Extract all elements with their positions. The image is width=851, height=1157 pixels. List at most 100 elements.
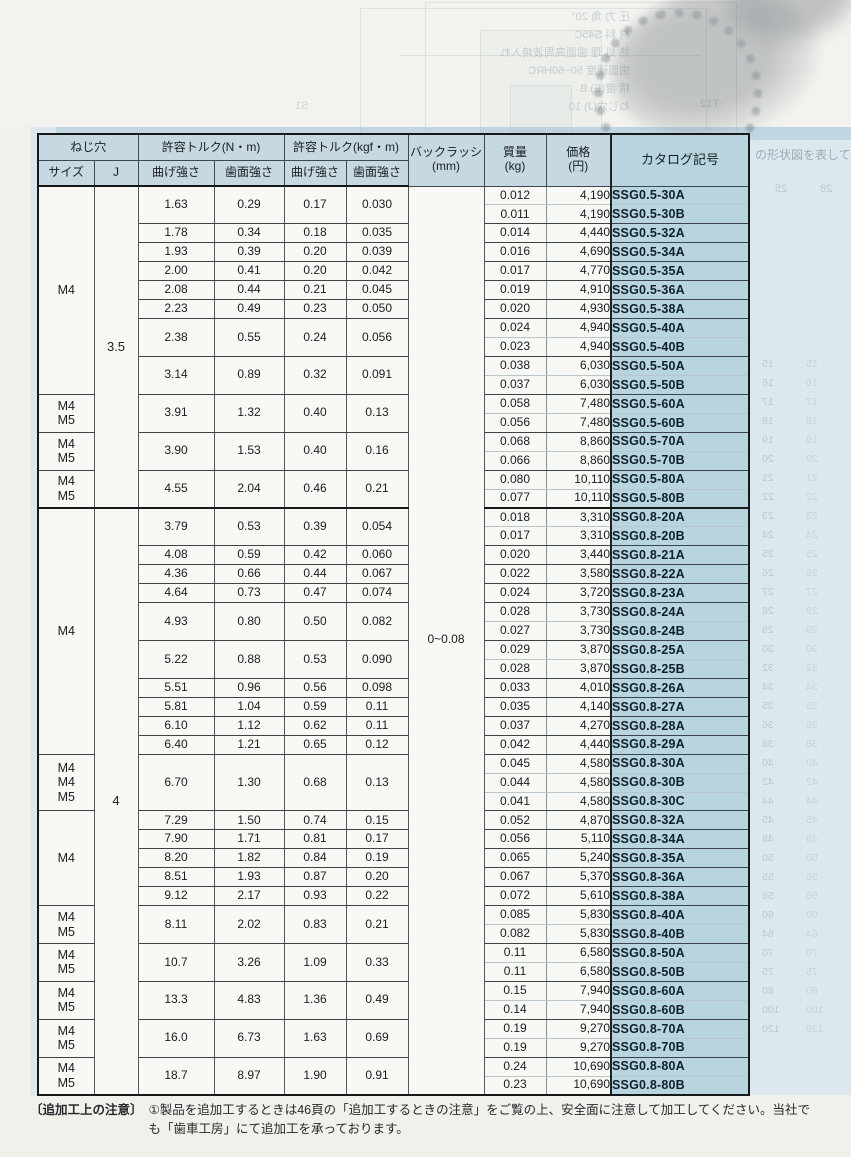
mass-cell: 0.067 [484, 867, 547, 888]
mass-cell: 0.024 [484, 583, 547, 604]
bending-nm-cell: 1.63 [138, 186, 215, 225]
bending-nm-cell: 4.55 [138, 470, 215, 509]
j-cell: 3.5 [94, 186, 139, 509]
mass-cell: 0.072 [484, 886, 547, 907]
price-cell: 4,770 [546, 261, 613, 282]
surface-kgf-cell: 0.33 [346, 943, 409, 982]
header-catalog-code: カタログ記号 [610, 133, 750, 187]
catalog-code-cell: SSG0.8-40B [611, 924, 750, 944]
mass-cell: 0.058 [484, 394, 547, 414]
price-cell: 7,940 [546, 981, 613, 1001]
j-cell: 4 [94, 507, 139, 1097]
price-cell: 4,190 [546, 186, 613, 206]
catalog-code-cell: SSG0.5-50A [611, 356, 750, 376]
size-cell: M4 M5 [38, 905, 95, 944]
bending-nm-cell: 2.00 [138, 261, 215, 282]
bending-nm-cell: 6.40 [138, 735, 215, 755]
bending-kgf-cell: 0.87 [284, 867, 347, 888]
table-row: 4.08 0.59 0.42 0.060 0.020 3,440 SSG0.8-21A [38, 545, 750, 566]
bending-kgf-cell: 0.46 [284, 470, 347, 509]
catalog-code-cell: SSG0.5-40A [611, 318, 750, 338]
header-price-line1: 価格 [566, 145, 591, 160]
surface-kgf-cell: 0.17 [346, 829, 409, 850]
bending-nm-cell: 5.81 [138, 697, 215, 717]
catalog-code-cell: SSG0.8-24B [611, 621, 750, 641]
mass-cell: 0.022 [484, 564, 547, 585]
catalog-code-cell: SSG0.5-40B [611, 337, 750, 357]
surface-kgf-cell: 0.054 [346, 507, 409, 547]
price-cell: 4,580 [546, 754, 613, 774]
table-row: M4 4 3.79 0.53 0.39 0.054 0.018 3,310 SSG0.8-20A [38, 507, 750, 1097]
header-bending-kgf: 曲げ強さ [283, 160, 347, 187]
mass-cell: 0.041 [484, 792, 547, 812]
header-size: サイズ [37, 160, 95, 187]
surface-nm-cell: 0.44 [214, 280, 285, 301]
mass-cell: 0.016 [484, 242, 547, 263]
bending-kgf-cell: 0.42 [284, 545, 347, 566]
price-cell: 8,860 [546, 451, 613, 471]
bending-nm-cell: 4.36 [138, 564, 215, 585]
size-cell: M4 M5 [38, 432, 95, 471]
table-row: 5.51 0.96 0.56 0.098 0.033 4,010 SSG0.8-26A [38, 678, 750, 698]
bending-nm-cell: 3.91 [138, 394, 215, 433]
surface-kgf-cell: 0.12 [346, 735, 409, 755]
mass-cell: 0.065 [484, 848, 547, 869]
mass-cell: 0.033 [484, 678, 547, 698]
price-cell: 5,830 [546, 924, 613, 944]
bending-kgf-cell: 0.93 [284, 886, 347, 907]
bending-kgf-cell: 0.18 [284, 223, 347, 244]
table-row: 0.017 3,310 SSG0.8-20B [38, 526, 750, 547]
bending-kgf-cell: 0.32 [284, 356, 347, 395]
table-row: M4 M5 10.7 3.26 1.09 0.33 0.11 6,580 SSG0.8-50A [38, 943, 750, 982]
price-cell: 3,310 [546, 507, 613, 528]
bending-nm-cell: 18.7 [138, 1057, 215, 1096]
table-row: 0.041 4,580 SSG0.8-30C [38, 792, 750, 812]
bending-nm-cell: 1.93 [138, 242, 215, 263]
surface-kgf-cell: 0.91 [346, 1057, 409, 1096]
bending-nm-cell: 2.38 [138, 318, 215, 357]
catalog-code-cell: SSG0.5-30B [611, 204, 750, 225]
price-cell: 4,580 [546, 773, 613, 793]
mass-cell: 0.017 [484, 261, 547, 282]
surface-nm-cell: 1.50 [214, 810, 285, 831]
price-cell: 8,860 [546, 432, 613, 452]
surface-nm-cell: 0.88 [214, 640, 285, 679]
surface-kgf-cell: 0.11 [346, 716, 409, 736]
price-cell: 3,580 [546, 564, 613, 585]
surface-kgf-cell: 0.13 [346, 754, 409, 812]
mass-cell: 0.029 [484, 640, 547, 660]
price-cell: 9,270 [546, 1019, 613, 1039]
size-cell: M4 M5 [38, 981, 95, 1020]
price-cell: 10,110 [546, 489, 613, 509]
price-cell: 5,110 [546, 829, 613, 850]
mass-cell: 0.012 [484, 186, 547, 206]
table-row: M4 M5 16.0 6.73 1.63 0.69 0.19 9,270 SSG0.8-70A [38, 1019, 750, 1058]
catalog-code-cell: SSG0.8-21A [611, 545, 750, 566]
bending-nm-cell: 9.12 [138, 886, 215, 907]
bending-nm-cell: 5.22 [138, 640, 215, 679]
catalog-code-cell: SSG0.5-70B [611, 451, 750, 471]
table-row: M4 M5 8.11 2.02 0.83 0.21 0.085 5,830 SSG0.8-40… [38, 905, 750, 944]
table-row: 2.08 0.44 0.21 0.045 0.019 4,910 SSG0.5-36A [38, 280, 750, 301]
price-cell: 7,480 [546, 413, 613, 433]
table-row: M4 3.5 1.63 0.29 0.17 0.030 0~0.08 0.012 4,190 SS… [38, 186, 750, 1096]
surface-kgf-cell: 0.035 [346, 223, 409, 244]
price-cell: 4,440 [546, 223, 613, 244]
size-cell: M4 [38, 810, 95, 907]
table-row: 0.011 4,190 SSG0.5-30B [38, 204, 750, 225]
bending-nm-cell: 2.23 [138, 299, 215, 320]
mass-cell: 0.037 [484, 716, 547, 736]
table-row: 2.38 0.55 0.24 0.056 0.024 4,940 SSG0.5-40A [38, 318, 750, 357]
bending-kgf-cell: 0.84 [284, 848, 347, 869]
mass-cell: 0.023 [484, 337, 547, 357]
mass-cell: 0.11 [484, 962, 547, 982]
price-cell: 3,720 [546, 583, 613, 604]
surface-kgf-cell: 0.49 [346, 981, 409, 1020]
spec-table: ねじ穴 許容トルク(N・m) 許容トルク(kgf・m) バックラッシ (mm) … [37, 133, 751, 1097]
bending-nm-cell: 3.90 [138, 432, 215, 471]
size-cell: M4 M5 [38, 394, 95, 433]
price-cell: 6,580 [546, 962, 613, 982]
footnote: 〔追加工上の注意〕 ①製品を追加工するときは46頁の「追加工するときの注意」をご… [30, 1101, 830, 1140]
backlash-cell: 0~0.08 [408, 186, 485, 1096]
